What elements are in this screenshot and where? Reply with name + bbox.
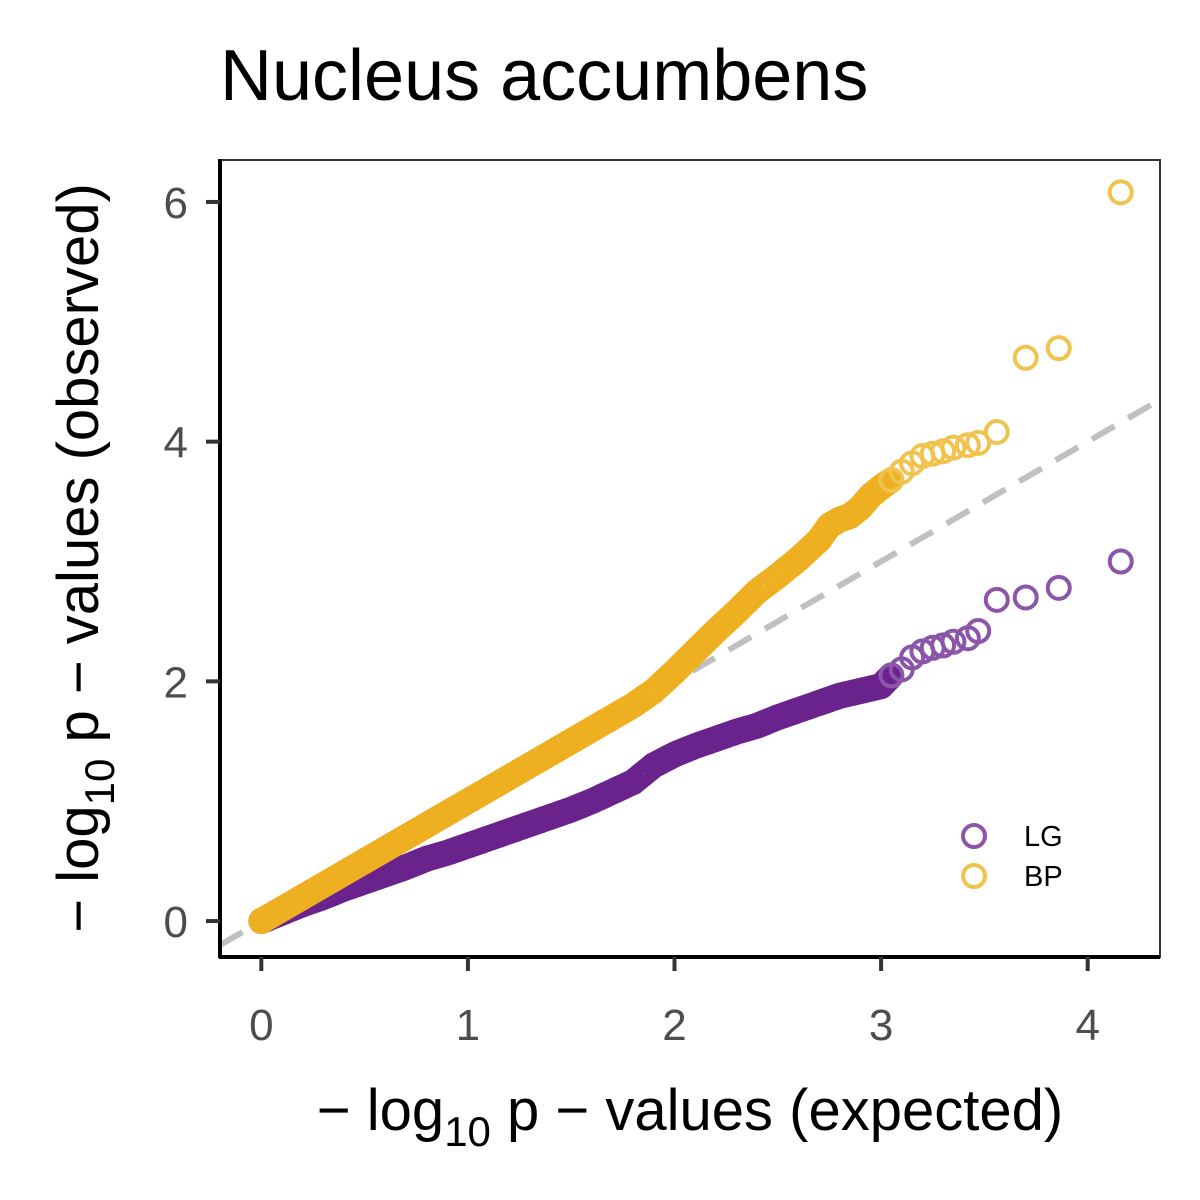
legend-marker-bp	[961, 863, 987, 889]
x-axis-title-subscript: 10	[444, 1108, 491, 1155]
x-tick-label: 4	[1075, 1001, 1099, 1050]
point-lg	[965, 618, 992, 645]
legend: LG BP	[961, 821, 1063, 893]
x-axis-title: − log10 p − values (expected)	[317, 1078, 1063, 1155]
x-axis-title-prefix: − log	[317, 1078, 444, 1143]
x-axis-title-suffix: p − values (expected)	[491, 1078, 1063, 1143]
x-tick-label: 1	[456, 1001, 480, 1050]
series-bp	[248, 179, 1134, 935]
point-lg	[1045, 574, 1072, 601]
legend-marker-lg	[961, 823, 987, 849]
y-tick-label: 2	[164, 658, 188, 707]
point-bp	[1107, 179, 1134, 206]
y-ticks: 0 2 4 6	[164, 179, 220, 947]
x-ticks: 0 1 2 3 4	[249, 957, 1100, 1050]
point-bp	[1045, 335, 1072, 362]
y-axis-title-subscript: 10	[76, 759, 123, 806]
point-bp	[965, 429, 992, 456]
chart-title: Nucleus accumbens	[220, 36, 868, 116]
x-tick-label: 0	[249, 1001, 273, 1050]
y-tick-label: 4	[164, 419, 188, 468]
plot-area	[219, 159, 1161, 958]
point-bp	[983, 419, 1010, 446]
legend-label-lg: LG	[1024, 821, 1063, 853]
x-tick-label: 2	[662, 1001, 686, 1050]
data-points-layer	[248, 179, 1134, 935]
point-bp	[954, 432, 981, 459]
x-tick-label: 3	[869, 1001, 893, 1050]
point-bp	[940, 434, 967, 461]
y-tick-label: 0	[164, 898, 188, 947]
y-tick-label: 6	[164, 179, 188, 228]
point-lg	[940, 628, 967, 655]
legend-label-bp: BP	[1024, 861, 1063, 893]
y-axis-title-suffix: p − values (observed)	[46, 183, 111, 758]
y-axis-title-prefix: − log	[46, 805, 111, 932]
point-lg	[983, 586, 1010, 613]
point-lg	[1107, 548, 1134, 575]
point-lg	[1012, 584, 1039, 611]
y-axis-title: − log10 p − values (observed)	[46, 183, 123, 933]
point-bp	[1012, 344, 1039, 371]
